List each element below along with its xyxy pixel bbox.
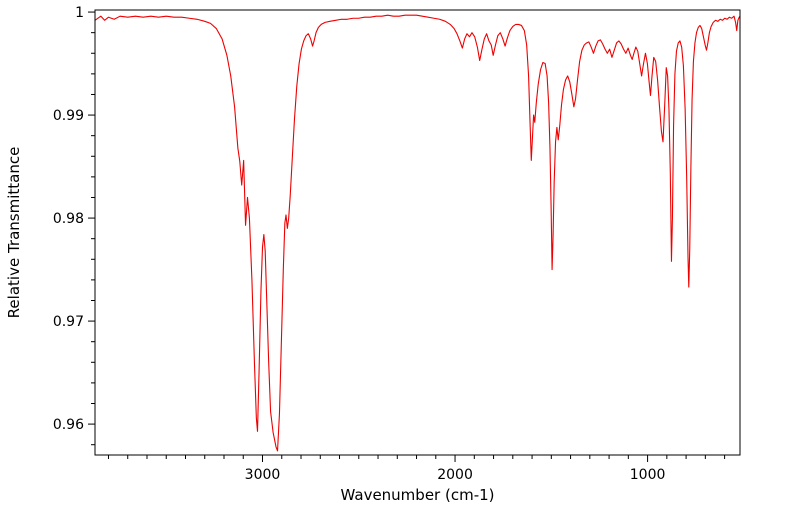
y-tick-label: 1 [75, 5, 84, 21]
y-tick-label: 0.99 [53, 108, 84, 124]
y-tick-label: 0.97 [53, 314, 84, 330]
x-tick-label: 3000 [245, 467, 281, 483]
plot-frame [94, 9, 741, 456]
y-tick-label: 0.96 [53, 417, 84, 433]
x-tick-label: 2000 [437, 467, 473, 483]
axis-ticks [88, 11, 726, 462]
x-axis-title: Wavenumber (cm-1) [341, 486, 495, 504]
spectrum-line [94, 14, 741, 452]
y-axis-title: Relative Transmittance [5, 147, 23, 319]
axis-tick-labels: 3000 2000 1000 0.96 0.97 0.98 0.99 1 [53, 5, 666, 483]
x-tick-label: 1000 [630, 467, 666, 483]
y-tick-label: 0.98 [53, 211, 84, 227]
